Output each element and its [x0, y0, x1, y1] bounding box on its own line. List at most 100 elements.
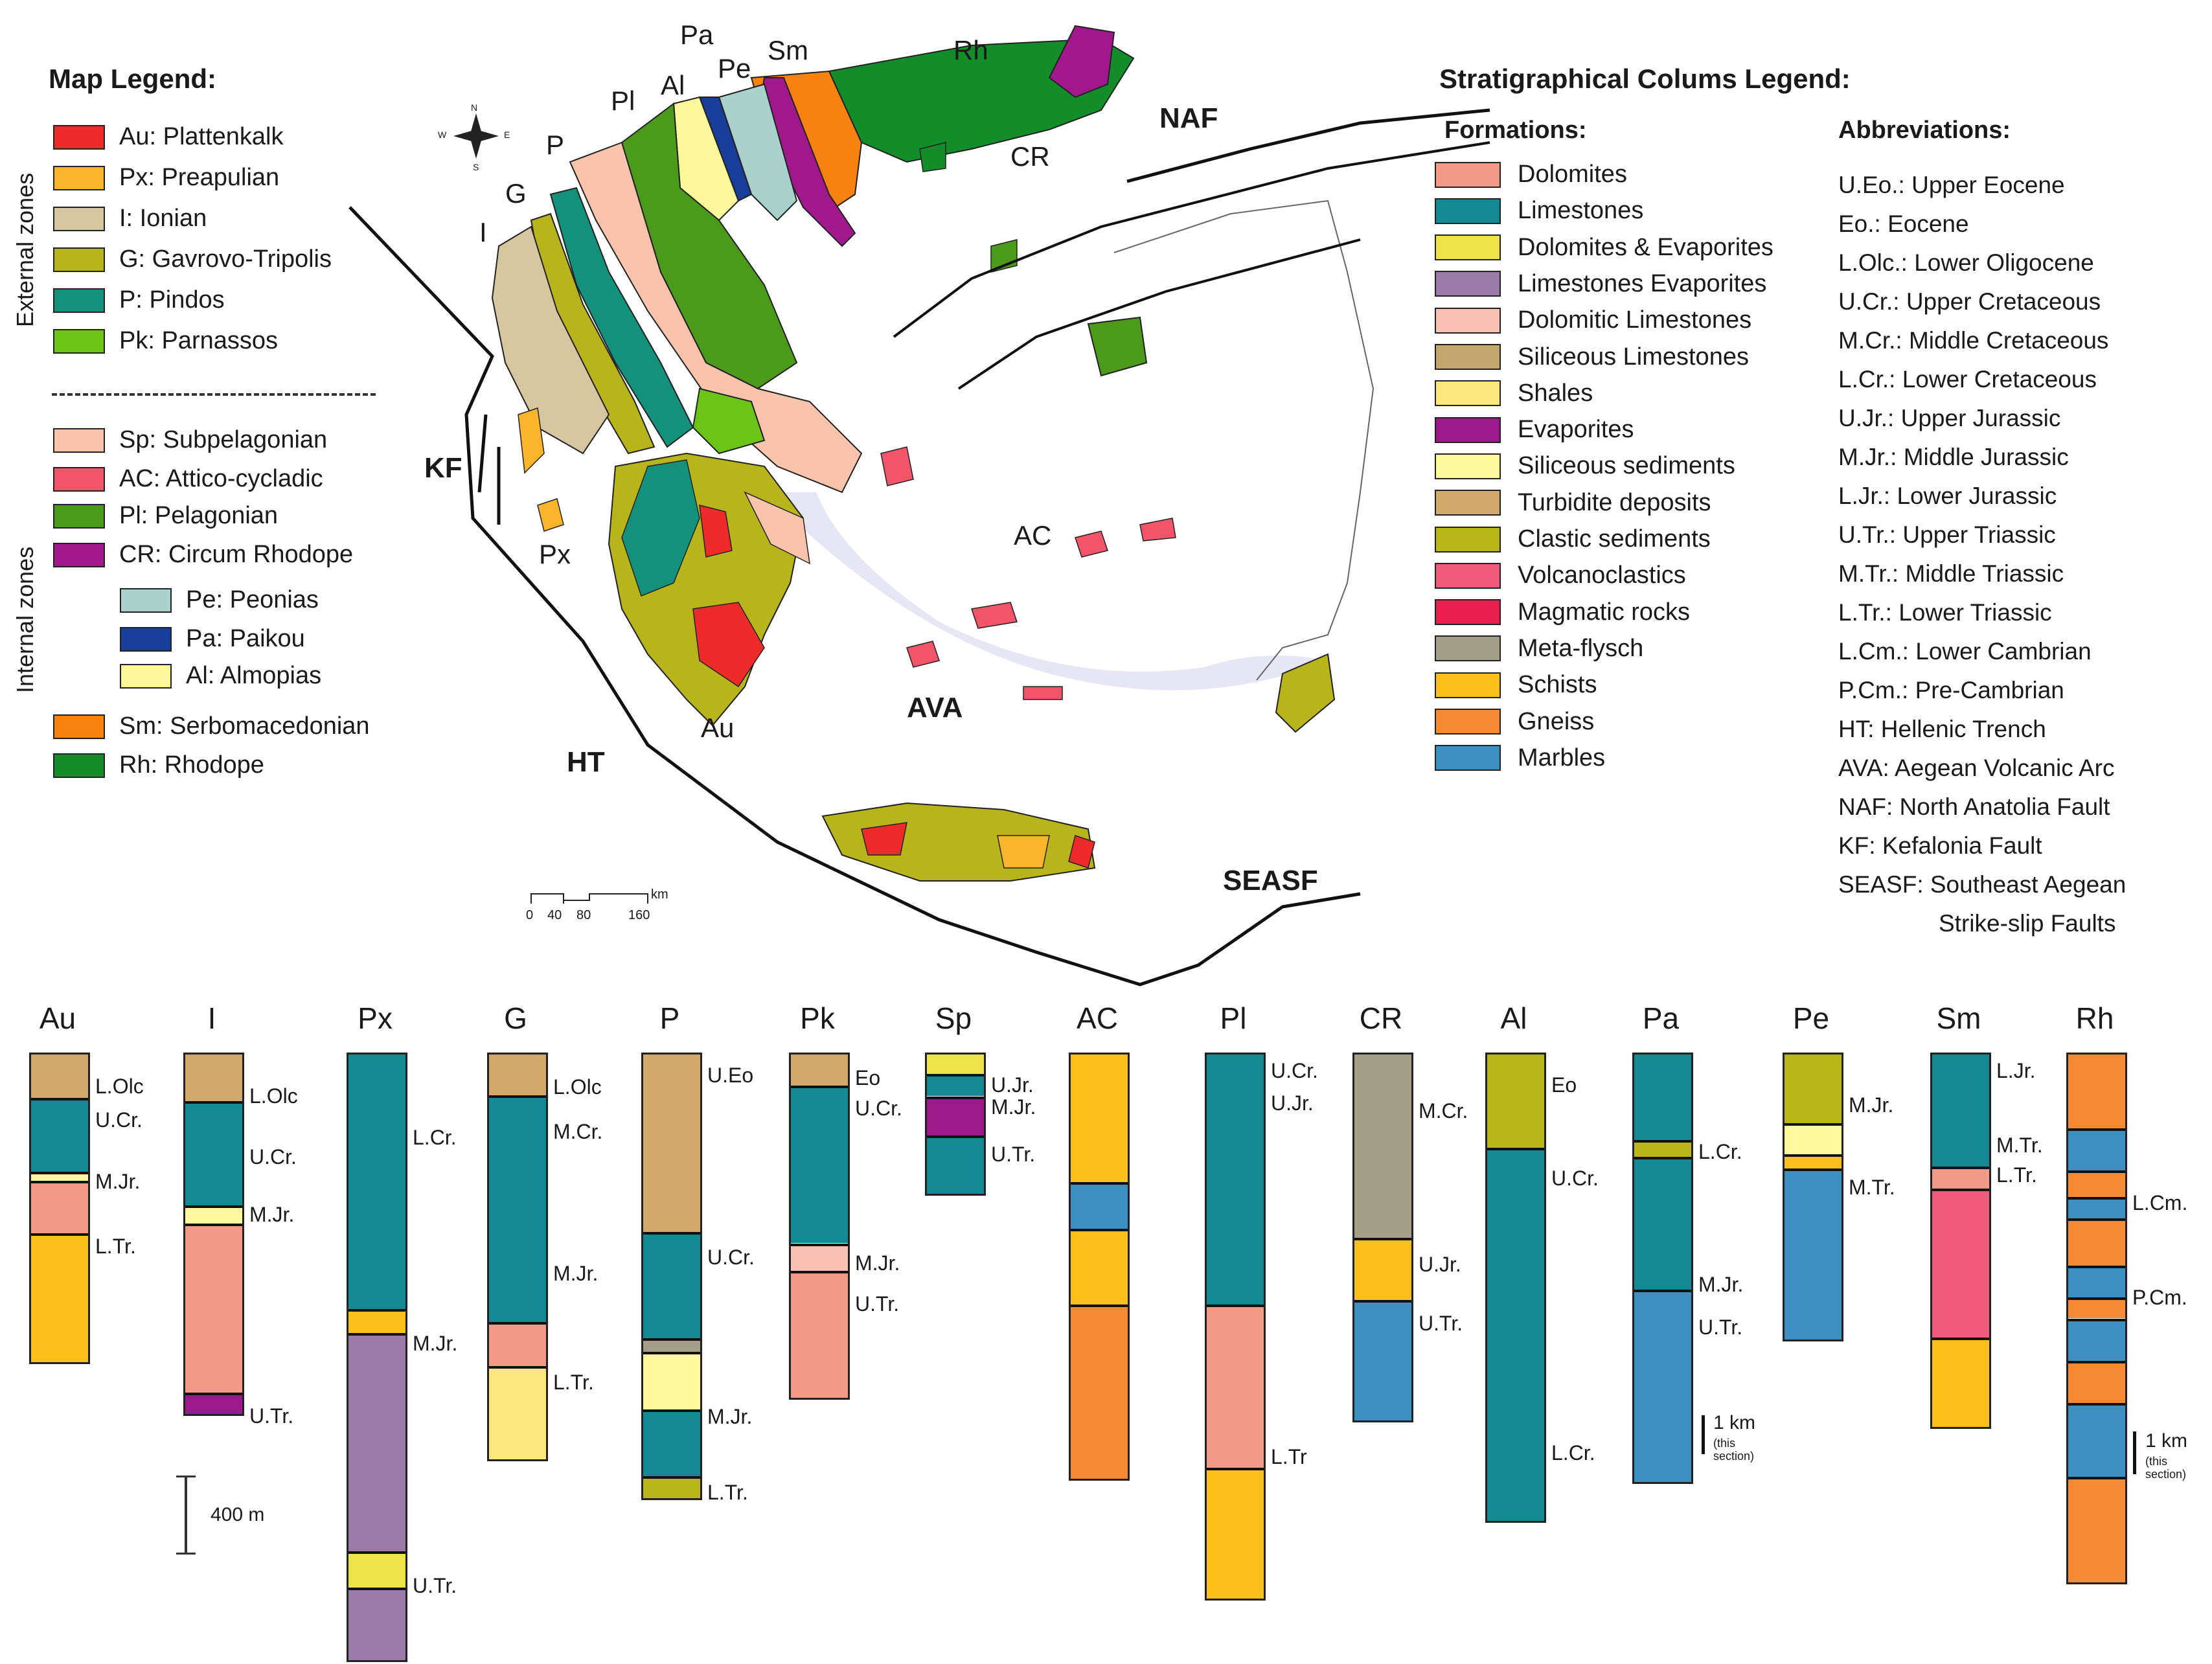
map-legend-item-cr: CR: Circum Rhodope: [53, 541, 353, 569]
formation-item: Limestones: [1435, 197, 1643, 225]
formation-swatch: [1435, 526, 1501, 553]
column-age-label: U.Tr.: [855, 1292, 900, 1316]
map-label-ht: HT: [567, 746, 605, 778]
column-age-label: U.Eo: [707, 1063, 754, 1087]
column-age-label: U.Cr.: [855, 1097, 902, 1121]
map-legend-item-p: P: Pindos: [53, 286, 225, 314]
column-age-label: M.Jr.: [707, 1405, 753, 1429]
zone-ac: [880, 446, 914, 486]
column-title-sm: Sm: [1936, 1001, 1981, 1035]
column-rh: [2066, 1053, 2127, 1584]
formation-label: Meta-flysch: [1518, 634, 1644, 662]
legend-label: Pe: Peonias: [186, 586, 319, 613]
column-layer: [927, 1096, 984, 1135]
map-legend-item-rh: Rh: Rhodope: [53, 751, 264, 779]
formation-swatch: [1435, 198, 1501, 224]
formation-item: Siliceous Limestones: [1435, 343, 1749, 371]
abbreviation-item: L.Cm.: Lower Cambrian: [1838, 638, 2092, 665]
column-age-label: U.Tr.: [1698, 1316, 1743, 1339]
formation-item: Magmatic rocks: [1435, 598, 1690, 626]
column-layer: [348, 1587, 405, 1660]
formation-label: Limestones: [1518, 197, 1644, 225]
column-layer: [643, 1409, 700, 1476]
column-age-label: U.Cr.: [95, 1108, 143, 1132]
abbreviation-item: L.Cr.: Lower Cretaceous: [1838, 366, 2097, 393]
column-age-label: U.Tr.: [991, 1143, 1036, 1166]
abbreviation-item: U.Cr.: Upper Cretaceous: [1838, 288, 2101, 315]
column-layer: [2068, 1318, 2125, 1361]
column-layer: [927, 1054, 984, 1075]
column-layer: [1784, 1123, 1841, 1154]
column-title-pe: Pe: [1792, 1001, 1830, 1035]
column-layer: [348, 1333, 405, 1551]
formation-label: Dolomites & Evaporites: [1518, 233, 1773, 261]
column-layer: [1071, 1228, 1128, 1305]
map-label-cr: CR: [1010, 141, 1050, 172]
abbreviation-item: M.Jr.: Middle Jurassic: [1838, 444, 2069, 470]
map-legend-item-au: Au: Plattenkalk: [53, 123, 283, 151]
formation-swatch: [1435, 271, 1501, 297]
column-age-label: L.Cr.: [1551, 1441, 1595, 1465]
abbreviation-item: L.Jr.: Lower Jurassic: [1838, 483, 2057, 509]
map-label-i: I: [479, 217, 487, 247]
column-age-label: U.Jr.: [1419, 1253, 1461, 1277]
column-title-rh: Rh: [2075, 1001, 2114, 1035]
column-age-label: M.Cr.: [1419, 1099, 1468, 1123]
legend-swatch: [53, 427, 105, 453]
abbreviation-item: U.Tr.: Upper Triassic: [1838, 521, 2056, 548]
map-label-al: Al: [661, 70, 685, 100]
column-layer: [927, 1135, 984, 1194]
column-layer: [1932, 1166, 1989, 1189]
formation-swatch: [1435, 344, 1501, 370]
column-layer: [1207, 1054, 1264, 1305]
column-age-label: M.Jr.: [1849, 1093, 1894, 1117]
column-age-label: L.Tr.: [553, 1371, 594, 1395]
legend-label: Sm: Serbomacedonian: [119, 712, 370, 740]
column-p: [641, 1053, 702, 1500]
column-layer: [2068, 1128, 2125, 1171]
formation-label: Evaporites: [1518, 416, 1634, 444]
column-age-label: U.Cr.: [249, 1145, 297, 1169]
column-cr: [1352, 1053, 1413, 1422]
column-layer: [1354, 1054, 1411, 1238]
legend-swatch: [53, 714, 105, 739]
legend-swatch: [53, 165, 105, 190]
hellenic-trench: [348, 206, 1361, 986]
formation-swatch: [1435, 709, 1501, 735]
zone-p: [549, 187, 694, 448]
column-layer: [1784, 1154, 1841, 1168]
column-age-label: L.Olc: [249, 1084, 298, 1108]
column-age-label: U.Jr.: [991, 1073, 1034, 1097]
formation-swatch: [1435, 161, 1501, 188]
column-layer: [1932, 1338, 1989, 1427]
abbreviation-item: M.Cr.: Middle Cretaceous: [1838, 327, 2109, 354]
column-layer: [1071, 1305, 1128, 1479]
column-layer: [31, 1180, 88, 1233]
column-age-label: U.Cr.: [1271, 1059, 1318, 1082]
legend-swatch: [53, 288, 105, 313]
column-pk: [789, 1053, 850, 1400]
legend-swatch: [120, 626, 172, 652]
column-au: [29, 1053, 90, 1364]
map-legend-item-px: Px: Preapulian: [53, 164, 279, 192]
column-age-label: L.Cr.: [1698, 1140, 1742, 1164]
compass-w: W: [438, 130, 447, 140]
column-age-label: L.Tr.: [1996, 1163, 2037, 1187]
column-layer: [1354, 1237, 1411, 1300]
column-pl: [1205, 1053, 1266, 1601]
abbreviation-item: KF: Kefalonia Fault: [1838, 832, 2042, 859]
zone-sp: [569, 141, 863, 494]
map-legend-title: Map Legend:: [49, 63, 216, 94]
formation-item: Turbidite deposits: [1435, 489, 1711, 517]
column-age-label: U.Jr.: [1271, 1091, 1314, 1115]
legend-swatch: [120, 587, 172, 613]
column-layer: [643, 1054, 700, 1232]
map-label-sm: Sm: [768, 35, 808, 65]
map-label-au: Au: [701, 712, 735, 743]
strat-legend-title: Stratigraphical Colums Legend:: [1439, 63, 1851, 94]
column-layer: [2068, 1197, 2125, 1218]
scale-1km-rh-bar: [2133, 1431, 2136, 1474]
map-label-ac: AC: [1014, 520, 1052, 551]
scale-1km-pa-bar: [1702, 1415, 1705, 1454]
column-layer: [348, 1308, 405, 1334]
